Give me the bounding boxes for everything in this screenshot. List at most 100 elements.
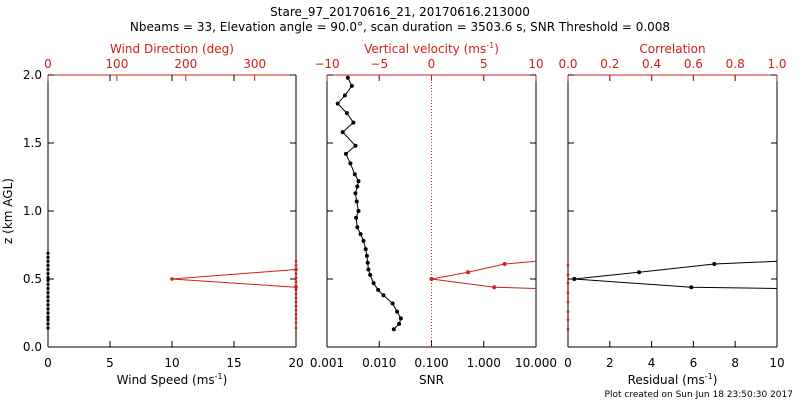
- snr-point: [355, 184, 360, 189]
- chart-title: Stare_97_20170616_21, 20170616.213000: [270, 5, 530, 19]
- correlation-point: [566, 310, 570, 313]
- snr-point: [397, 321, 402, 326]
- snr-point: [398, 316, 403, 321]
- correlation-point: [566, 318, 570, 322]
- wind-direction-edge-point: [294, 272, 298, 275]
- residual-line: [574, 260, 778, 289]
- wind-speed-point: [46, 295, 50, 299]
- bottom-tick-label: 1.000: [467, 356, 501, 370]
- top-tick-label: 200: [174, 57, 197, 71]
- top-axis-label: Correlation: [639, 42, 705, 56]
- wind-speed-point: [46, 299, 50, 303]
- wind-direction-line: [171, 269, 297, 288]
- top-tick-label: 300: [243, 57, 266, 71]
- correlation-point: [566, 300, 570, 304]
- top-tick-label: 1.0: [767, 57, 786, 71]
- wind-direction-point: [170, 277, 174, 281]
- snr-point: [335, 101, 340, 106]
- snr-point: [356, 209, 361, 213]
- snr-point: [366, 267, 371, 272]
- correlation-point: [566, 264, 570, 267]
- chart-subtitle: Nbeams = 33, Elevation angle = 90.0°, sc…: [130, 20, 670, 34]
- correlation-point: [566, 273, 570, 277]
- top-tick-label: 100: [105, 57, 128, 71]
- bottom-tick-label: 0: [564, 356, 572, 370]
- bottom-tick-label: 15: [226, 356, 241, 370]
- wind-speed-point: [46, 263, 50, 267]
- snr-point: [395, 309, 400, 314]
- wind-direction-edge-point: [294, 304, 298, 308]
- snr-point: [353, 191, 358, 196]
- vertical-velocity-point: [429, 277, 434, 281]
- bottom-tick-label: 10: [164, 356, 179, 370]
- wind-speed-point: [46, 311, 50, 315]
- top-axis-label: Wind Direction (deg): [110, 42, 234, 56]
- panel-middle: 0.001 0.010 0.100 1.000 10.000 −10 −5 0 5 10 SNR Ve…: [310, 41, 557, 387]
- snr-point: [342, 93, 347, 98]
- wind-speed-point: [46, 322, 50, 326]
- wind-direction-edge-point: [294, 313, 298, 316]
- plot-created-note: Plot created on Sun Jun 18 23:50:30 2017: [605, 390, 793, 400]
- wind-direction-edge-point: [294, 264, 298, 267]
- snr-point: [344, 111, 349, 116]
- bottom-tick-label: 2: [606, 356, 614, 370]
- top-axis-label: Vertical velocity (ms-1): [364, 41, 499, 56]
- snr-point: [363, 247, 368, 252]
- bottom-tick-label: 10: [769, 356, 784, 370]
- bottom-axis-label: Residual (ms-1): [628, 372, 718, 387]
- snr-point: [351, 120, 356, 125]
- wind-direction-edge-point: [294, 308, 298, 312]
- bottom-tick-label: 20: [288, 356, 303, 370]
- bottom-tick-label: 4: [648, 356, 656, 370]
- vertical-velocity-point: [466, 270, 471, 275]
- snr-point: [353, 143, 358, 148]
- top-tick-label: −5: [370, 57, 388, 71]
- snr-point: [348, 161, 353, 166]
- wind-speed-point: [46, 326, 50, 330]
- vertical-velocity-point: [492, 285, 497, 290]
- snr-point: [361, 238, 366, 243]
- y-tick-label: 2.0: [23, 68, 42, 82]
- wind-speed-point: [46, 267, 50, 272]
- y-tick-label: 0.0: [23, 340, 42, 354]
- bottom-tick-label: 0: [44, 356, 52, 370]
- vertical-velocity-point: [502, 262, 507, 266]
- snr-point: [371, 281, 376, 286]
- top-tick-label: 0.8: [726, 57, 745, 71]
- top-tick-label: 10: [528, 57, 543, 71]
- wind-speed-point: [46, 251, 50, 255]
- wind-speed-point: [46, 259, 50, 263]
- residual-point: [689, 285, 694, 290]
- snr-point: [352, 172, 357, 177]
- wind-direction-edge-point: [294, 284, 298, 288]
- wind-speed-point: [46, 272, 50, 276]
- snr-point: [390, 301, 395, 306]
- wind-speed-point: [46, 307, 50, 311]
- vertical-velocity-line: [431, 260, 537, 289]
- y-tick-label: 0.5: [23, 272, 42, 286]
- wind-direction-edge-point: [294, 292, 298, 296]
- snr-point: [376, 287, 381, 292]
- snr-line: [337, 77, 402, 330]
- snr-point: [368, 272, 373, 277]
- snr-point: [340, 130, 345, 135]
- wind-direction-edge-point: [294, 326, 298, 330]
- wind-speed-point: [46, 318, 50, 322]
- y-tick-label: 1.5: [23, 136, 42, 150]
- correlation-point: [566, 291, 570, 294]
- wind-speed-point: [46, 303, 50, 307]
- wind-direction-edge-point: [294, 300, 298, 304]
- wind-speed-point: [46, 282, 50, 286]
- bottom-axis-label: Wind Speed (ms-1): [117, 372, 228, 387]
- bottom-axis-label: SNR: [419, 373, 444, 387]
- top-tick-label: 0.6: [684, 57, 703, 71]
- top-tick-label: −10: [314, 57, 339, 71]
- correlation-point: [566, 281, 570, 285]
- top-tick-label: 0: [428, 57, 436, 71]
- snr-point: [354, 199, 359, 204]
- wind-speed-point: [46, 286, 50, 291]
- wind-direction-edge-point: [294, 321, 298, 324]
